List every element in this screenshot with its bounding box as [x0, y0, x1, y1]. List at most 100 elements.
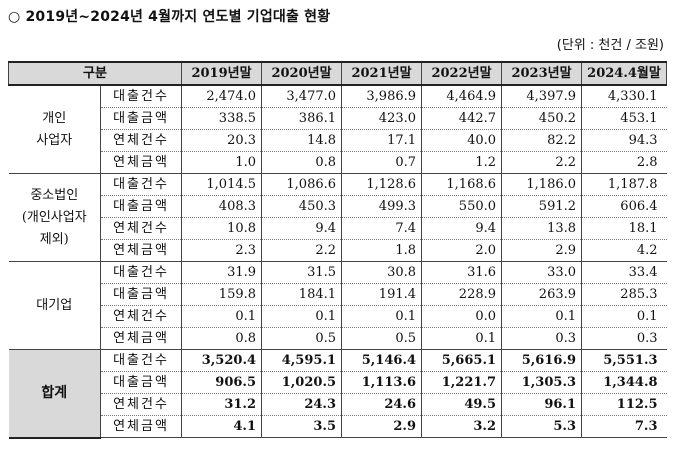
table-cell: 2.9	[501, 239, 583, 262]
table-cell: 82.2	[501, 129, 583, 152]
table-cell: 40.0	[421, 129, 503, 152]
table-cell: 2.8	[581, 151, 667, 174]
table-cell: 1,086.6	[261, 173, 343, 196]
group-name-line: 사업자	[36, 132, 73, 148]
table-cell: 24.3	[261, 393, 343, 416]
header-category: 구분	[7, 61, 183, 86]
table-cell: 1.0	[181, 151, 263, 174]
table-cell: 5,146.4	[341, 349, 423, 372]
table-row: 연체금액 4.1 3.5 2.9 3.2 5.3 7.3	[9, 415, 667, 438]
table-row: 연체건수 10.8 9.4 7.4 9.4 13.8 18.1	[9, 217, 667, 240]
table-row: 대출금액 906.5 1,020.5 1,113.6 1,221.7 1,305.3 1,3…	[9, 371, 667, 394]
table-cell: 5,551.3	[581, 349, 667, 372]
row-metric-label: 대출금액	[99, 283, 183, 306]
row-metric-label: 대출금액	[99, 195, 183, 218]
table-cell: 9.4	[421, 217, 503, 240]
page-title: ○ 2019년~2024년 4월까지 연도별 기업대출 현황	[8, 9, 331, 25]
row-metric-label: 연체금액	[99, 415, 183, 438]
table-row: 연체건수 31.2 24.3 24.6 49.5 96.1 112.5	[9, 393, 667, 416]
table-row: 연체건수 20.3 14.8 17.1 40.0 82.2 94.3	[9, 129, 667, 152]
table-cell: 14.8	[261, 129, 343, 152]
header-year: 2021년말	[341, 61, 423, 86]
table-cell: 13.8	[501, 217, 583, 240]
table-cell: 1,344.8	[581, 371, 667, 394]
table-cell: 31.6	[421, 261, 503, 284]
table-cell: 49.5	[421, 393, 503, 416]
table-cell: 0.0	[421, 305, 503, 328]
table-cell: 2.2	[501, 151, 583, 174]
table-cell: 33.0	[501, 261, 583, 284]
table-row: 대기업 대출건수 31.9 31.5 30.8 31.6 33.0 33.4	[8, 261, 667, 350]
row-metric-label: 대출금액	[99, 371, 183, 394]
table-cell: 0.1	[581, 305, 667, 328]
table-row: 연체건수 0.1 0.1 0.1 0.0 0.1 0.1	[9, 305, 667, 328]
table-cell: 1,113.6	[341, 371, 423, 394]
table-cell: 228.9	[421, 283, 503, 306]
table-cell: 30.8	[341, 261, 423, 284]
table-cell: 112.5	[581, 393, 667, 416]
table-cell: 191.4	[341, 283, 423, 306]
table-cell: 159.8	[181, 283, 263, 306]
table-cell: 338.5	[181, 107, 263, 130]
table-cell: 0.3	[581, 327, 667, 350]
table-cell: 31.5	[261, 261, 343, 284]
header-year: 2024.4월말	[581, 61, 668, 86]
table-cell: 4,595.1	[261, 349, 343, 372]
table-cell: 606.4	[581, 195, 667, 218]
row-metric-label: 대출건수	[99, 261, 183, 284]
table-row: 연체금액 2.3 2.2 1.8 2.0 2.9 4.2	[9, 239, 667, 262]
table-row: 개인 사업자 대출건수 2,474.0 3,477.0 3,986.9 4,464.9 4,3…	[8, 85, 667, 174]
table-cell: 10.8	[181, 217, 263, 240]
header-year: 2023년말	[501, 61, 583, 86]
table-cell: 2.2	[261, 239, 343, 262]
table-cell: 423.0	[341, 107, 423, 130]
row-metric-label: 연체금액	[99, 327, 183, 350]
table-cell: 263.9	[501, 283, 583, 306]
table-cell: 4.2	[581, 239, 667, 262]
table-row: 대출금액 408.3 450.3 499.3 550.0 591.2 606.4	[9, 195, 667, 218]
table-cell: 453.1	[581, 107, 667, 130]
table-cell: 0.1	[421, 327, 503, 350]
table-cell: 9.4	[261, 217, 343, 240]
table-cell: 96.1	[501, 393, 583, 416]
table-cell: 4,464.9	[421, 85, 503, 108]
table-cell: 1,020.5	[261, 371, 343, 394]
table-body: 개인 사업자 대출건수 2,474.0 3,477.0 3,986.9 4,464.9 4,3…	[8, 85, 667, 439]
table-cell: 3,520.4	[181, 349, 263, 372]
table-cell: 0.5	[261, 327, 343, 350]
table-cell: 5,665.1	[421, 349, 503, 372]
table-cell: 1.2	[421, 151, 503, 174]
table-cell: 408.3	[181, 195, 263, 218]
table-cell: 24.6	[341, 393, 423, 416]
table-cell: 1,128.6	[341, 173, 423, 196]
table-cell: 450.3	[261, 195, 343, 218]
table-cell: 7.4	[341, 217, 423, 240]
table-cell: 450.2	[501, 107, 583, 130]
table-cell: 3,477.0	[261, 85, 343, 108]
table-cell: 1,305.3	[501, 371, 583, 394]
row-metric-label: 연체건수	[99, 129, 183, 152]
table-cell: 0.1	[501, 305, 583, 328]
table-row: 연체금액 0.8 0.5 0.5 0.1 0.3 0.3	[9, 327, 667, 350]
table-cell: 0.8	[261, 151, 343, 174]
row-metric-label: 대출금액	[99, 107, 183, 130]
table-cell: 17.1	[341, 129, 423, 152]
table-cell: 906.5	[181, 371, 263, 394]
table-row: 대출금액 338.5 386.1 423.0 442.7 450.2 453.1	[9, 107, 667, 130]
table-cell: 2.3	[181, 239, 263, 262]
table-cell: 1,186.0	[501, 173, 583, 196]
table-row: 연체금액 1.0 0.8 0.7 1.2 2.2 2.8	[9, 151, 667, 174]
table-row: 합계 대출건수 3,520.4 4,595.1 5,146.4 5,665.1 5,616.…	[8, 349, 667, 439]
table-cell: 4.1	[181, 415, 263, 438]
table-cell: 5.3	[501, 415, 583, 438]
group-name-line: 개인	[42, 110, 67, 126]
table-cell: 499.3	[341, 195, 423, 218]
row-metric-label: 연체금액	[99, 151, 183, 174]
table-cell: 1,168.6	[421, 173, 503, 196]
table-cell: 31.2	[181, 393, 263, 416]
row-group-label: 합계	[8, 349, 101, 439]
table-cell: 0.1	[261, 305, 343, 328]
table-cell: 3,986.9	[341, 85, 423, 108]
table-cell: 3.5	[261, 415, 343, 438]
